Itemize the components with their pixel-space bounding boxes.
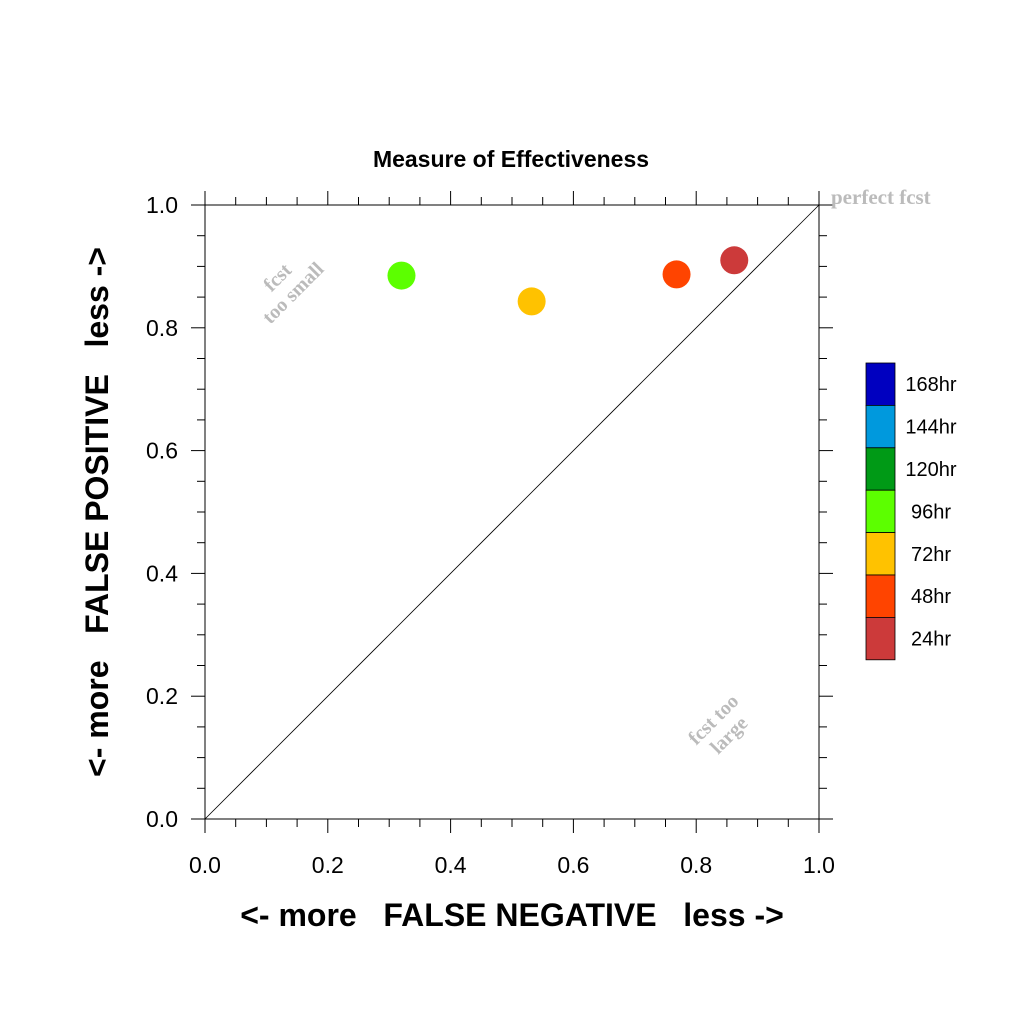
legend-swatch [865, 404, 896, 449]
y-tick-label: 0.6 [146, 438, 178, 464]
x-tick-label: 0.8 [680, 852, 712, 878]
x-tick-label: 0.4 [435, 852, 467, 878]
legend-label: 24hr [911, 629, 951, 651]
legend-label: 72hr [911, 544, 951, 566]
axis-ticks [191, 191, 833, 833]
x-tick-label: 1.0 [803, 852, 835, 878]
legend: 168hr 144hr 120hr 96hr 72hr 48hr 24hr [865, 362, 957, 661]
y-axis-label: <- more FALSE POSITIVE less -> [79, 247, 115, 777]
plot-area: 0.0 0.2 0.4 0.6 0.8 1.0 0.0 0.2 0.4 0.6 0.8 1.0 per… [146, 185, 931, 878]
perfect-forecast-label: perfect fcst [831, 185, 931, 209]
y-tick-label: 0.2 [146, 683, 178, 709]
y-tick-label: 0.8 [146, 315, 178, 341]
legend-swatch [865, 447, 896, 491]
x-tick-label: 0.0 [189, 852, 221, 878]
legend-label: 120hr [905, 459, 956, 481]
data-point-96hr [387, 261, 416, 290]
x-tick-label: 0.2 [312, 852, 344, 878]
legend-swatch [865, 617, 896, 661]
legend-swatch [865, 532, 896, 576]
region-annotation-line: too small [258, 258, 328, 328]
x-axis-label: <- more FALSE NEGATIVE less -> [240, 897, 784, 933]
legend-label: 144hr [905, 417, 956, 439]
legend-label: 48hr [911, 586, 951, 608]
legend-label: 168hr [905, 374, 956, 396]
data-point-72hr [517, 287, 546, 316]
data-point-24hr [720, 246, 749, 275]
legend-label: 96hr [911, 501, 951, 523]
legend-swatch [865, 362, 896, 406]
perfect-forecast-line [204, 204, 820, 820]
y-tick-label: 0.4 [146, 560, 178, 586]
data-point-48hr [662, 260, 691, 289]
data-points [387, 246, 749, 316]
x-tick-label: 0.6 [557, 852, 589, 878]
axis-tick-labels: 0.0 0.2 0.4 0.6 0.8 1.0 0.0 0.2 0.4 0.6 0.8 1.0 [146, 192, 835, 878]
y-tick-label: 0.0 [146, 806, 178, 832]
legend-swatch [865, 574, 896, 618]
legend-swatch [865, 489, 896, 534]
y-tick-label: 1.0 [146, 192, 178, 218]
chart-title: Measure of Effectiveness [373, 146, 649, 172]
